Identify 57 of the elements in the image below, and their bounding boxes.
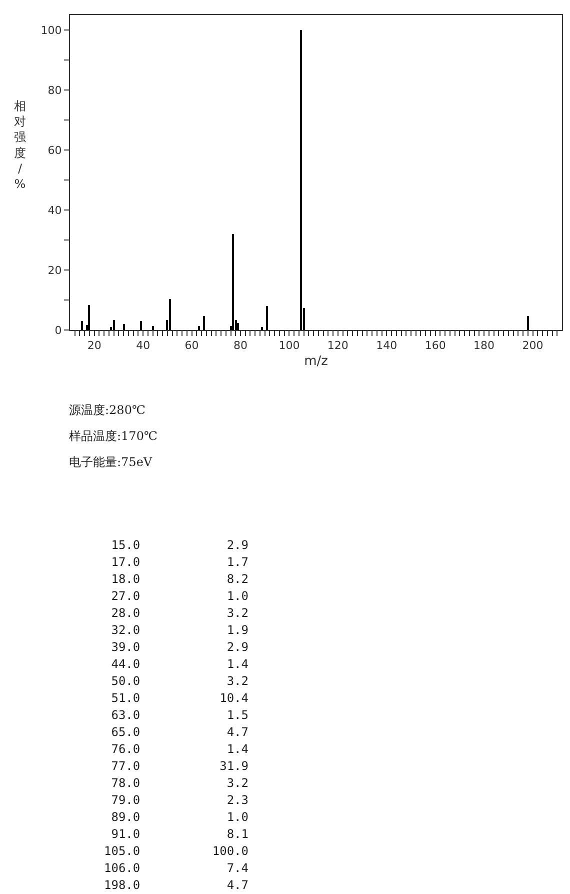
text: 79.0 2.3 — [104, 793, 248, 807]
text: 65.0 4.7 — [104, 725, 248, 739]
x-tick-label: 40 — [136, 339, 150, 352]
text: 91.0 8.1 — [104, 827, 248, 841]
text: 18.0 8.2 — [104, 572, 248, 586]
text: 106.0 7.4 — [104, 861, 248, 875]
text: 198.0 4.7 — [104, 878, 248, 892]
x-tick-label: 120 — [327, 339, 348, 352]
bar — [88, 305, 90, 330]
text: 44.0 1.4 — [104, 657, 248, 671]
y-tick-label: 60 — [48, 144, 62, 157]
bar — [266, 306, 268, 330]
bar — [198, 326, 200, 330]
text: 76.0 1.4 — [104, 742, 248, 756]
text: 39.0 2.9 — [104, 640, 248, 654]
bar — [300, 30, 302, 330]
text: 63.0 1.5 — [104, 708, 248, 722]
bar — [123, 324, 125, 330]
y-tick-label: 100 — [40, 24, 62, 37]
x-tick-label: 180 — [474, 339, 495, 352]
x-tick-label: 200 — [522, 339, 544, 352]
x-tick-label: 140 — [376, 339, 398, 352]
x-tick-label: 160 — [424, 339, 446, 352]
text: 105.0 100.0 — [104, 844, 248, 858]
bar — [81, 321, 83, 330]
bar — [527, 316, 529, 330]
text: 样品温度:170℃ — [69, 429, 158, 443]
text: 89.0 1.0 — [104, 810, 248, 824]
x-tick-label: 100 — [278, 339, 300, 352]
text: 51.0 10.4 — [104, 691, 248, 705]
bar — [261, 327, 263, 330]
text: 17.0 1.7 — [104, 555, 248, 569]
text: 15.0 2.9 — [104, 538, 248, 552]
y-tick-label: 20 — [48, 264, 62, 277]
x-tick-label: 80 — [234, 339, 248, 352]
y-tick-label: 80 — [48, 84, 62, 97]
bar — [140, 321, 142, 330]
text: 27.0 1.0 — [104, 589, 248, 603]
bar — [237, 323, 239, 330]
bar — [169, 299, 171, 330]
bar — [232, 234, 234, 330]
text: 源温度:280℃ — [69, 403, 146, 417]
x-tick-label: 60 — [184, 339, 199, 352]
x-tick-label: 20 — [87, 339, 102, 352]
bar — [113, 320, 115, 330]
text: 50.0 3.2 — [104, 674, 248, 688]
text: 32.0 1.9 — [104, 623, 248, 637]
bar — [152, 326, 154, 330]
bar — [203, 316, 205, 330]
text: 电子能量:75eV — [69, 455, 152, 469]
y-tick-label: 40 — [48, 204, 62, 217]
y-tick-label: 0 — [54, 324, 62, 337]
text: 28.0 3.2 — [104, 606, 248, 620]
x-axis-title: m/z — [304, 354, 328, 369]
text: 77.0 31.9 — [104, 759, 248, 773]
y-axis-title: 相对强度/% — [14, 99, 26, 191]
text: 78.0 3.2 — [104, 776, 248, 790]
